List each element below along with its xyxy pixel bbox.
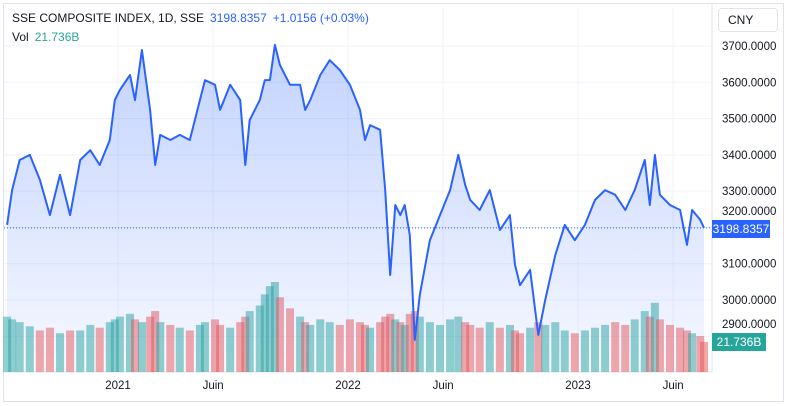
volume-value: 21.736B [34,30,80,44]
y-tick-label: 3400.0000 [722,150,776,162]
x-tick-label: Juin [663,380,684,392]
price-area [7,44,705,373]
chart-frame [3,3,784,402]
x-tick-label: 2021 [105,380,131,392]
volume-legend: Vol 21.736B [12,30,79,44]
volume-axis-label: 21.736B [712,333,766,351]
symbol-legend: SSE COMPOSITE INDEX, 1D, SSE 3198.8357 +1.… [12,11,369,25]
y-tick-label: 3300.0000 [722,186,776,198]
x-tick-label: Juin [203,380,224,392]
y-tick-label: 3600.0000 [722,77,776,89]
x-tick-label: 2022 [335,380,361,392]
price-change: +1.0156 (+0.03%) [272,11,369,25]
y-tick-label: 3200.0000 [722,206,776,218]
price-axis-label: 3198.8357 [712,220,770,238]
currency-button[interactable]: CNY [718,8,778,32]
volume-title: Vol [12,30,29,44]
y-tick-label: 2900.0000 [722,319,776,331]
x-tick-label: 2023 [565,380,591,392]
x-tick-label: Juin [433,380,454,392]
y-tick-label: 3000.0000 [722,295,776,307]
price-line [6,43,705,341]
symbol-title: SSE COMPOSITE INDEX, 1D, SSE [12,11,205,25]
y-tick-label: 3700.0000 [722,41,776,53]
y-tick-label: 3500.0000 [722,114,776,126]
volume-bar [3,316,12,372]
volume-bar [700,341,709,372]
y-tick-label: 3100.0000 [722,259,776,271]
last-price: 3198.8357 [210,11,267,25]
